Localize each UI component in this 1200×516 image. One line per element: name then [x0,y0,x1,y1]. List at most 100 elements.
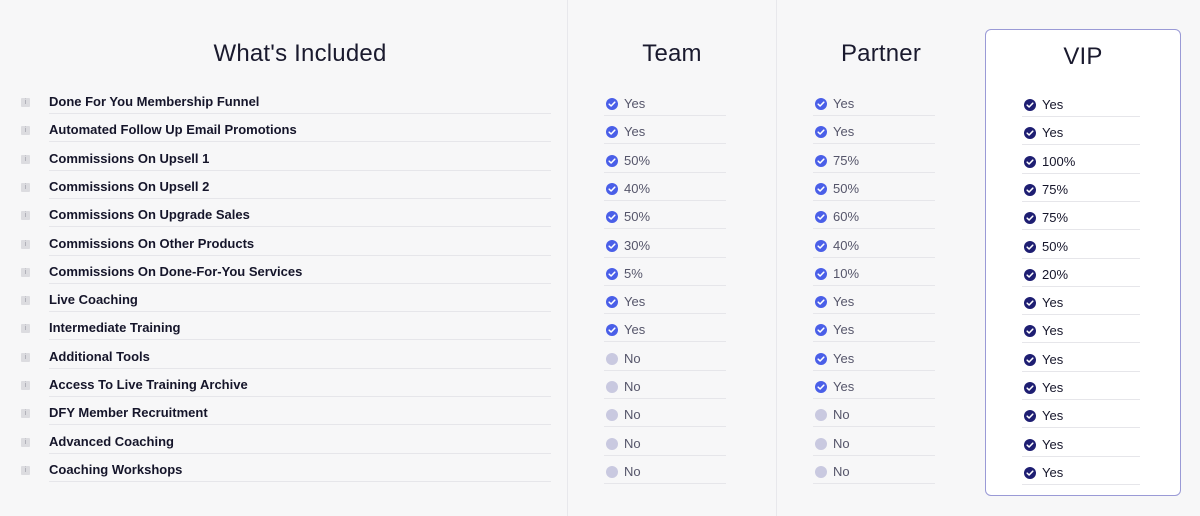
plan-value: Yes [624,294,646,309]
plan-value: Yes [1042,352,1064,367]
features-column: What's Included i Done For You Membership… [0,0,566,516]
feature-label: Coaching Workshops [49,462,183,477]
check-circle-icon [815,155,827,167]
empty-circle-icon [815,466,827,478]
check-circle-icon [815,240,827,252]
row-divider [49,311,551,312]
feature-row: i Commissions On Done-For-You Services [0,261,566,289]
info-icon[interactable]: i [21,438,30,447]
plan-value: 30% [624,238,651,253]
check-circle-icon [606,268,618,280]
plan-value: Yes [1042,380,1064,395]
check-circle-icon [1024,297,1036,309]
plan-value: No [833,407,850,422]
info-icon[interactable]: i [21,466,30,475]
partner-value-cell: 50% [777,177,985,205]
check-circle-icon [1024,99,1036,111]
plan-value: 50% [624,153,651,168]
row-divider [813,455,935,456]
feature-label: Commissions On Upgrade Sales [49,207,250,222]
row-divider [604,313,726,314]
info-icon[interactable]: i [21,98,30,107]
row-divider [813,143,935,144]
row-divider [1022,144,1140,145]
row-divider [49,198,551,199]
check-circle-icon [1024,382,1036,394]
row-divider [604,172,726,173]
row-divider [49,170,551,171]
info-icon[interactable]: i [21,183,30,192]
plan-value: Yes [833,379,855,394]
feature-row: i Commissions On Upgrade Sales [0,204,566,232]
plan-value: Yes [1042,465,1064,480]
plan-value: No [624,407,641,422]
info-icon[interactable]: i [21,324,30,333]
vip-value-cell: 75% [986,206,1180,234]
plan-value: No [624,436,641,451]
row-divider [1022,258,1140,259]
info-icon[interactable]: i [21,381,30,390]
row-divider [49,339,551,340]
row-divider [813,341,935,342]
partner-value-cell: 10% [777,262,985,290]
feature-label: Advanced Coaching [49,434,174,449]
row-divider [1022,399,1140,400]
check-circle-icon [606,240,618,252]
row-divider [604,455,726,456]
info-icon[interactable]: i [21,268,30,277]
vip-value-cell: Yes [986,93,1180,121]
info-icon[interactable]: i [21,126,30,135]
partner-value-cell: Yes [777,318,985,346]
team-value-cell: No [568,347,776,375]
info-icon[interactable]: i [21,211,30,220]
feature-label: Automated Follow Up Email Promotions [49,122,297,137]
plan-value: Yes [1042,295,1064,310]
plan-value: 5% [624,266,643,281]
empty-circle-icon [606,409,618,421]
row-divider [49,226,551,227]
row-divider [1022,371,1140,372]
feature-row: i Commissions On Other Products [0,233,566,261]
team-value-cell: No [568,460,776,488]
row-divider [604,200,726,201]
row-divider [604,370,726,371]
plan-value: Yes [833,322,855,337]
check-circle-icon [606,183,618,195]
row-divider [1022,427,1140,428]
partner-value-cell: Yes [777,375,985,403]
plan-value: 20% [1042,267,1069,282]
check-circle-icon [815,324,827,336]
row-divider [604,257,726,258]
row-divider [604,398,726,399]
row-divider [813,313,935,314]
team-value-cell: 50% [568,149,776,177]
info-icon[interactable]: i [21,155,30,164]
team-value-cell: Yes [568,318,776,346]
row-divider [49,396,551,397]
row-divider [49,255,551,256]
row-divider [604,115,726,116]
team-plan-column: Team Yes Yes 50% 40% 50% 30% 5% Yes Yes No No No No N… [567,0,776,516]
feature-row: i Access To Live Training Archive [0,374,566,402]
info-icon[interactable]: i [21,240,30,249]
feature-row: i Commissions On Upsell 2 [0,176,566,204]
vip-value-cell: 75% [986,178,1180,206]
check-circle-icon [815,126,827,138]
partner-plan-title: Partner [840,40,922,67]
partner-value-cell: Yes [777,120,985,148]
check-circle-icon [1024,184,1036,196]
info-icon[interactable]: i [21,296,30,305]
partner-value-cell: Yes [777,92,985,120]
feature-row: i Additional Tools [0,346,566,374]
vip-value-cell: Yes [986,291,1180,319]
info-icon[interactable]: i [21,353,30,362]
check-circle-icon [1024,127,1036,139]
vip-plan-title: VIP [1063,43,1103,70]
info-icon[interactable]: i [21,409,30,418]
row-divider [1022,229,1140,230]
row-divider [49,453,551,454]
check-circle-icon [606,211,618,223]
plan-value: Yes [833,294,855,309]
vip-value-cell: Yes [986,433,1180,461]
feature-row: i Advanced Coaching [0,431,566,459]
